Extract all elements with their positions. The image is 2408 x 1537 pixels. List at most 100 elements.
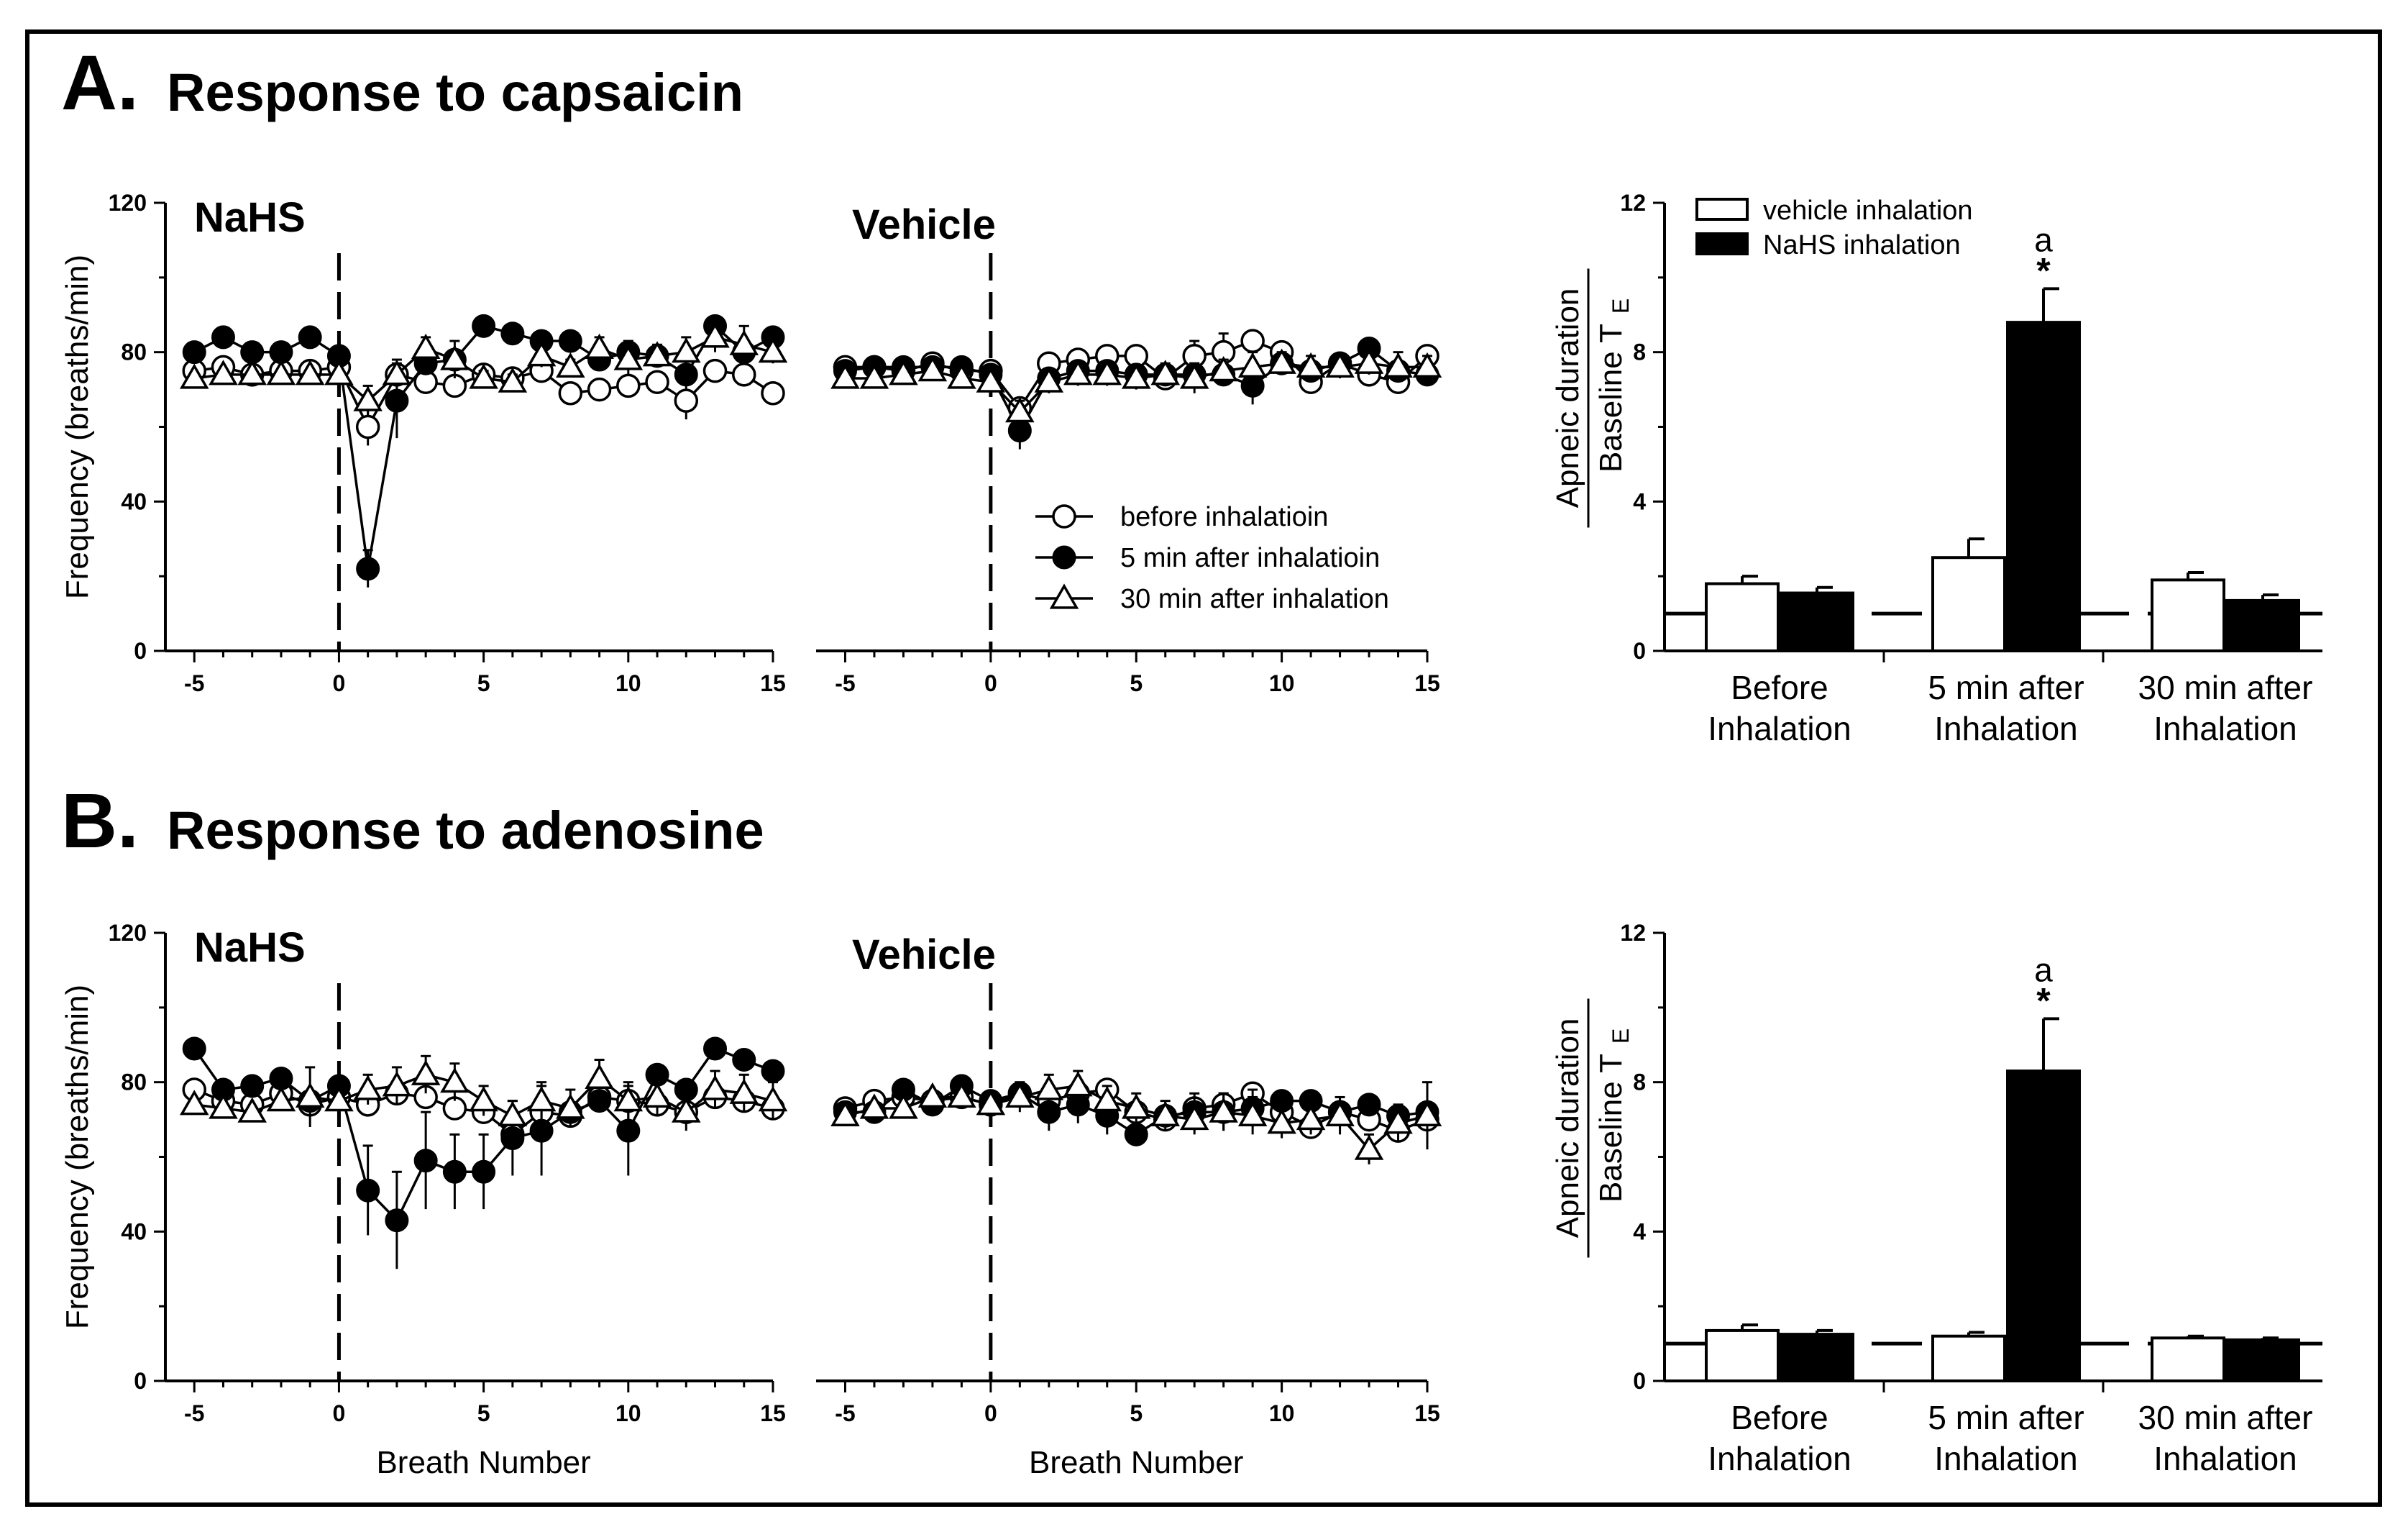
legend-entry: before inhalatioin	[1120, 502, 1328, 532]
data-point-triangle-open	[585, 1063, 614, 1090]
data-point-circle-filled	[269, 1066, 293, 1090]
data-point-triangle-open	[642, 1082, 672, 1108]
data-point-circle-open	[616, 373, 641, 398]
y-label-numerator: Apneic duration	[1550, 1018, 1585, 1239]
data-point-triangle-open	[1412, 1100, 1442, 1126]
y-tick-label: 12	[1620, 920, 1646, 946]
data-point-triangle-open	[1325, 1100, 1355, 1126]
category-label: Inhalation	[1708, 710, 1851, 747]
data-point-triangle-open	[947, 363, 976, 389]
x-tick-label: 0	[984, 670, 997, 696]
data-point-triangle-open	[324, 360, 354, 386]
data-point-circle-filled	[529, 1118, 554, 1143]
data-point-triangle-open	[1121, 1093, 1151, 1119]
legend-marker-circle-open	[1052, 504, 1076, 529]
x-tick-label: 10	[1269, 1400, 1295, 1426]
data-point-triangle-open	[1063, 1071, 1093, 1097]
category-label: 30 min after	[2138, 669, 2313, 706]
data-point-triangle-open	[613, 345, 644, 370]
scatter-panel-B-vehicle: -5 0 5 10 15 Breath Number Vehicle	[816, 931, 1442, 1480]
data-point-circle-open	[761, 381, 785, 406]
data-point-triangle-open	[209, 360, 238, 386]
data-point-circle-filled	[240, 1074, 265, 1098]
data-point-triangle-open	[209, 1093, 238, 1119]
data-point-triangle-open	[976, 1090, 1006, 1116]
data-point-circle-filled	[761, 1059, 785, 1083]
bar-nahs	[2006, 321, 2081, 652]
data-point-circle-filled	[356, 1178, 380, 1203]
data-point-triangle-open	[1034, 367, 1064, 393]
data-point-triangle-open	[889, 360, 918, 386]
y-tick-label: 40	[121, 488, 147, 514]
category-label: Inhalation	[1708, 1440, 1851, 1477]
data-point-triangle-open	[179, 363, 209, 389]
data-point-triangle-open	[353, 386, 383, 411]
data-point-triangle-open	[859, 1093, 889, 1119]
data-point-triangle-open	[469, 363, 498, 389]
x-tick-label: 5	[477, 1400, 490, 1426]
data-point-triangle-open	[1063, 360, 1093, 386]
data-point-triangle-open	[1237, 1100, 1268, 1126]
significance-star: *	[2036, 980, 2051, 1021]
bar-vehicle	[1705, 582, 1780, 652]
data-point-circle-filled	[413, 1149, 438, 1173]
y-label-denominator: Baseline T	[1593, 324, 1629, 473]
legend-marker-triangle-open	[1049, 583, 1079, 609]
x-tick-label: -5	[184, 670, 204, 696]
data-point-triangle-open	[758, 337, 788, 363]
y-label-denominator: Baseline T	[1593, 1054, 1629, 1203]
data-point-triangle-open	[672, 1097, 701, 1123]
data-point-triangle-open	[179, 1090, 209, 1116]
row-b-title: Response to adenosine	[167, 801, 764, 860]
category-label: 5 min after	[1928, 1399, 2084, 1436]
y-tick-label: 80	[121, 339, 147, 365]
data-point-triangle-open	[1092, 1086, 1122, 1112]
data-point-triangle-open	[411, 1059, 441, 1085]
data-point-circle-filled	[356, 557, 380, 581]
data-point-triangle-open	[526, 341, 557, 367]
category-label: Before	[1731, 669, 1828, 706]
category-label: Before	[1731, 1399, 1828, 1436]
data-point-circle-filled	[182, 340, 206, 365]
significance-star: *	[2036, 250, 2051, 291]
x-tick-label: 0	[333, 1400, 346, 1426]
data-point-circle-open	[702, 358, 728, 383]
legend-swatch-vehicle	[1695, 198, 1749, 221]
x-tick-label: 5	[1130, 670, 1143, 696]
data-point-triangle-open	[1121, 363, 1151, 389]
data-point-triangle-open	[729, 329, 759, 355]
y-tick-label: 120	[109, 190, 147, 216]
bar-vehicle	[2151, 1336, 2225, 1382]
legend-entry: 5 min after inhalatioin	[1120, 543, 1380, 573]
data-point-triangle-open	[1209, 356, 1238, 382]
x-tick-label: 10	[615, 1400, 641, 1426]
data-point-triangle-open	[411, 333, 441, 360]
x-tick-label: 0	[333, 670, 346, 696]
y-tick-label: 12	[1620, 190, 1646, 216]
bar-nahs	[2006, 1069, 2081, 1382]
data-point-triangle-open	[295, 360, 325, 386]
x-tick-label: 15	[1414, 1400, 1440, 1426]
data-point-triangle-open	[382, 1071, 412, 1097]
series-triangle-open	[179, 1054, 788, 1131]
legend: vehicle inhalation NaHS inhalation	[1695, 196, 1973, 260]
significance-letter: a	[2034, 951, 2053, 988]
x-tick-label: 10	[615, 670, 641, 696]
data-point-circle-filled	[558, 329, 582, 353]
data-point-circle-filled	[385, 1208, 409, 1233]
legend-entry: NaHS inhalation	[1763, 230, 1961, 260]
series-triangle-open	[179, 321, 788, 416]
scatter-panel-B-nahs: -5 0 5 10 15 0 40 80 120 Frequency (breaths/min) B…	[60, 920, 788, 1480]
y-tick-label: 0	[134, 1368, 147, 1394]
data-point-circle-filled	[472, 1159, 496, 1184]
data-point-triangle-open	[830, 1100, 860, 1126]
data-point-triangle-open	[1267, 348, 1296, 374]
data-point-triangle-open	[1005, 397, 1035, 423]
data-point-triangle-open	[237, 360, 267, 386]
data-point-circle-filled	[732, 1048, 756, 1072]
series-circle-filled	[182, 1036, 785, 1269]
data-point-triangle-open	[498, 1100, 528, 1126]
data-point-circle-filled	[298, 325, 322, 350]
